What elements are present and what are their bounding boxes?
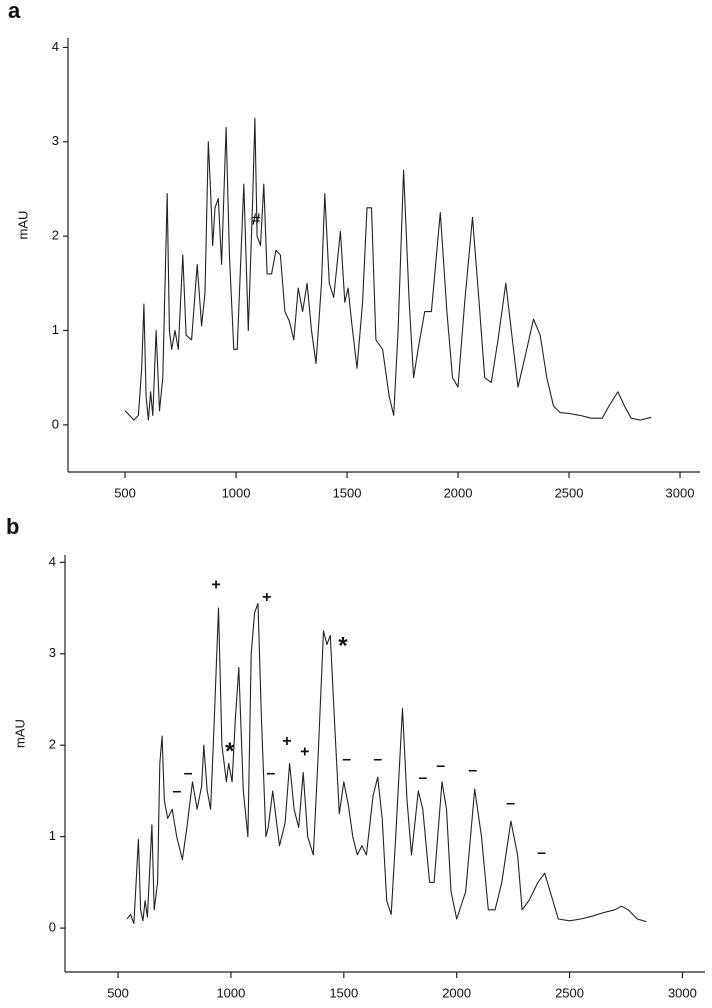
x-tick-label: 500 xyxy=(114,485,136,500)
peak-annotation: – xyxy=(418,769,427,786)
y-tick-label: 2 xyxy=(52,228,59,243)
x-tick-label: 500 xyxy=(107,985,129,1000)
x-tick-label: 2500 xyxy=(555,985,584,1000)
peak-annotation: – xyxy=(266,765,275,782)
peak-annotation: – xyxy=(537,844,546,861)
y-tick-label: 1 xyxy=(49,828,56,843)
panel-label: a xyxy=(8,0,21,23)
y-tick-label: 4 xyxy=(52,39,59,54)
peak-annotation: – xyxy=(506,795,515,812)
peak-annotation: * xyxy=(338,633,348,660)
y-tick-label: 3 xyxy=(49,645,56,660)
peak-annotation: – xyxy=(468,762,477,779)
peak-annotation: – xyxy=(184,765,193,782)
peak-annotation: – xyxy=(342,751,351,768)
x-tick-label: 2500 xyxy=(555,485,584,500)
x-tick-label: 3000 xyxy=(668,985,697,1000)
y-tick-label: 4 xyxy=(49,554,56,569)
x-tick-label: 1000 xyxy=(216,985,245,1000)
peak-annotation: – xyxy=(373,751,382,768)
y-axis-label: mAU xyxy=(12,719,27,748)
peak-annotation: * xyxy=(225,738,235,765)
x-tick-label: 2000 xyxy=(442,985,471,1000)
peak-annotation: + xyxy=(211,576,220,593)
y-tick-label: 1 xyxy=(52,322,59,337)
x-tick-label: 1000 xyxy=(222,485,251,500)
peak-annotation: + xyxy=(262,589,271,606)
peak-annotation: # xyxy=(252,211,261,228)
trace xyxy=(126,602,647,925)
trace xyxy=(124,117,652,421)
y-tick-label: 2 xyxy=(49,737,56,752)
y-tick-label: 0 xyxy=(52,416,59,431)
x-tick-label: 1500 xyxy=(329,985,358,1000)
x-tick-label: 3000 xyxy=(666,485,695,500)
x-tick-label: 2000 xyxy=(444,485,473,500)
peak-annotation: + xyxy=(300,744,309,761)
peak-annotation: + xyxy=(282,733,291,750)
peak-annotation: – xyxy=(436,757,445,774)
y-tick-label: 0 xyxy=(49,920,56,935)
y-axis-label: mAU xyxy=(15,211,30,240)
y-tick-label: 3 xyxy=(52,133,59,148)
peak-annotation: – xyxy=(173,783,182,800)
panel-label: b xyxy=(6,514,19,539)
x-tick-label: 1500 xyxy=(333,485,362,500)
